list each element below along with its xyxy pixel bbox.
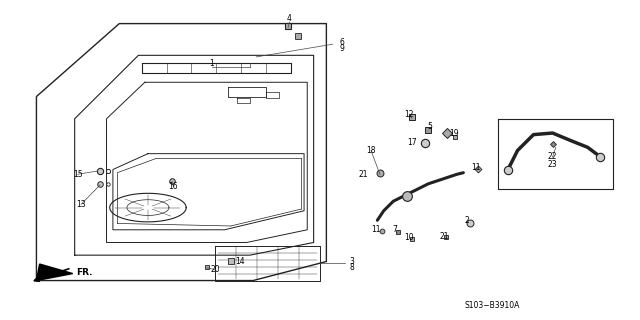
Text: 15: 15 bbox=[73, 170, 83, 179]
Text: 13: 13 bbox=[76, 200, 86, 209]
Text: 1: 1 bbox=[209, 59, 214, 68]
Text: 23: 23 bbox=[548, 160, 557, 169]
Text: 21: 21 bbox=[440, 232, 449, 241]
Text: 6: 6 bbox=[340, 38, 345, 47]
Text: 16: 16 bbox=[168, 182, 179, 191]
Text: 5: 5 bbox=[427, 122, 432, 131]
Text: 8: 8 bbox=[349, 263, 354, 272]
Text: 11: 11 bbox=[472, 164, 481, 172]
Text: 4: 4 bbox=[287, 14, 292, 23]
Text: S103−B3910A: S103−B3910A bbox=[465, 301, 520, 310]
Text: 17: 17 bbox=[408, 138, 417, 147]
Text: 12: 12 bbox=[404, 109, 414, 118]
Text: 11: 11 bbox=[371, 225, 381, 234]
Polygon shape bbox=[36, 264, 73, 281]
Text: 19: 19 bbox=[449, 129, 459, 138]
Text: 22: 22 bbox=[548, 152, 557, 161]
Text: 14: 14 bbox=[236, 257, 245, 266]
Text: 10: 10 bbox=[404, 233, 414, 242]
Text: 21: 21 bbox=[358, 170, 368, 179]
Text: FR.: FR. bbox=[77, 268, 93, 277]
Text: 18: 18 bbox=[366, 146, 376, 155]
Text: 7: 7 bbox=[393, 225, 397, 234]
Text: 2: 2 bbox=[464, 216, 469, 225]
Text: 20: 20 bbox=[210, 265, 220, 274]
Text: 3: 3 bbox=[349, 257, 355, 266]
Text: 9: 9 bbox=[340, 44, 345, 53]
